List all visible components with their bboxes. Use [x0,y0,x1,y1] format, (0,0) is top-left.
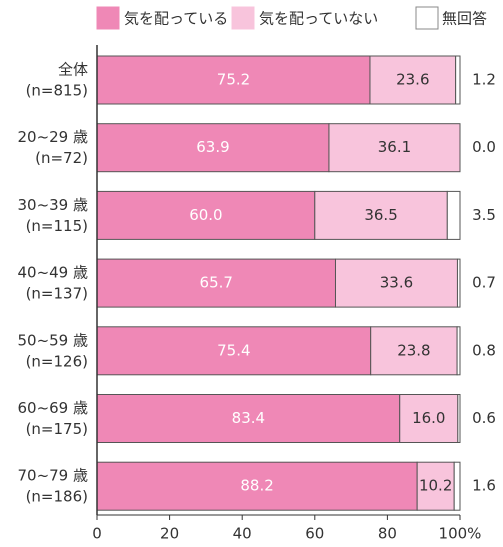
category-label: 全体 [58,61,88,79]
bar-segment [96,123,330,173]
value-label: 23.6 [396,71,429,89]
category-label: 40~49 歳 [17,264,88,282]
bar-segment [456,258,461,308]
bar-segment [334,258,458,308]
value-label: 3.5 [472,206,496,224]
legend-label: 気を配っている [124,10,228,28]
x-tick-label: 100% [439,525,482,543]
value-label: 75.2 [217,71,250,89]
sample-size-label: (n=72) [35,149,88,167]
x-tick-label: 20 [160,525,179,543]
value-label: 36.5 [364,206,397,224]
bar-segment [96,461,418,511]
bar-segment [416,461,455,511]
category-label: 60~69 歳 [17,399,88,417]
value-label: 0.6 [472,409,496,427]
value-label: 75.4 [217,341,250,359]
sample-size-label: (n=137) [26,285,88,303]
x-tick-label: 60 [305,525,324,543]
sample-size-label: (n=115) [26,217,88,235]
bar-segment [457,394,461,443]
value-label: 0.8 [472,341,496,359]
bar-segment [96,55,371,105]
value-label: 33.6 [380,274,413,292]
sample-size-label: (n=815) [26,82,88,100]
bar-segment [96,190,316,240]
bar-segment [456,326,461,376]
sample-size-label: (n=186) [26,488,88,506]
bar-segment [399,394,459,443]
category-label: 50~59 歳 [17,331,88,349]
value-label: 16.0 [412,409,445,427]
x-tick-label: 40 [233,525,252,543]
legend-swatch [415,6,439,30]
value-label: 1.6 [472,477,496,495]
value-label: 65.7 [200,274,233,292]
value-label: 88.2 [240,477,273,495]
category-label: 30~39 歳 [17,196,88,214]
value-label: 10.2 [419,477,452,495]
value-label: 1.2 [472,71,496,89]
bar-segment [370,326,458,376]
value-label: 63.9 [196,138,229,156]
value-label: 0.7 [472,274,496,292]
x-tick-label: 0 [92,525,102,543]
x-tick-label: 80 [378,525,397,543]
sample-size-label: (n=126) [26,352,88,370]
bar-segment [369,55,457,105]
legend-label: 気を配っていない [259,10,378,28]
value-label: 36.1 [378,138,411,156]
sample-size-label: (n=175) [26,420,88,438]
category-label: 70~79 歳 [17,467,88,485]
bar-segment [314,190,448,240]
legend-swatch [96,6,120,30]
category-label: 20~29 歳 [17,128,88,146]
value-label: 23.8 [397,341,430,359]
value-label: 83.4 [232,409,265,427]
bar-segment [453,461,461,511]
value-label: 0.0 [472,138,496,156]
value-label: 60.0 [189,206,222,224]
bar-segment [328,123,461,173]
legend-swatch [231,6,255,30]
bar-segment [446,190,461,240]
legend-label: 無回答 [442,10,487,28]
bar-segment [96,258,336,308]
bar-segment [455,55,461,105]
